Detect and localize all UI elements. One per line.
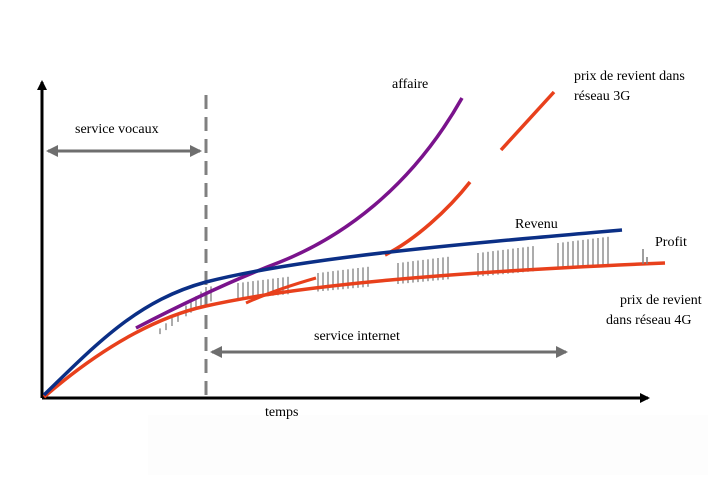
label-business-curve: affaire [392, 77, 428, 92]
cost-3g-curve-lower [384, 180, 472, 257]
label-cost-3g-line-1: prix de revient dans [574, 69, 685, 84]
label-revenue-curve: Revenu [515, 217, 558, 232]
label-cost-3g-line-2: réseau 3G [574, 89, 630, 104]
label-profit: Profit [655, 235, 687, 250]
label-cost-4g-line-2: dans réseau 4G [606, 313, 692, 328]
label-time-axis: temps [265, 405, 298, 420]
business-curve [135, 97, 464, 330]
cost-4g-curve [42, 261, 666, 399]
faint-bottom-panel [148, 415, 708, 475]
revenue-curve [42, 228, 623, 397]
label-internet-service: service internet [314, 329, 400, 344]
label-cost-4g-line-1: prix de revient [620, 293, 702, 308]
cost-4g-tail-segment [245, 276, 317, 305]
cost-3g-curve-upper [499, 90, 556, 152]
label-voice-services: service vocaux [75, 122, 159, 137]
